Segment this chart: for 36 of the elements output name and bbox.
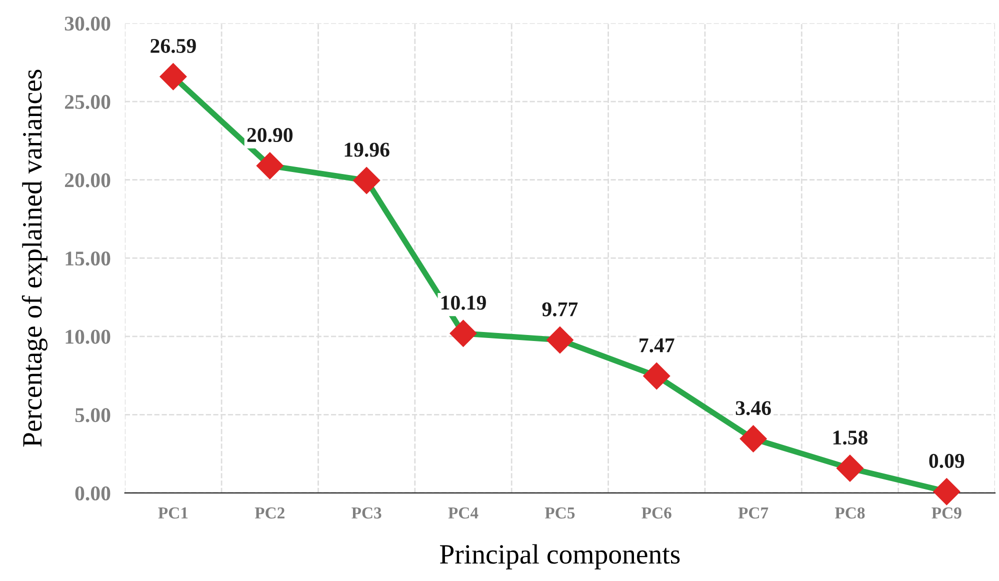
x-tick-label: PC3: [352, 507, 382, 519]
text: 1.58: [833, 430, 868, 445]
point: [353, 166, 380, 194]
y-tick-label: 25.00: [64, 94, 110, 110]
point: [546, 326, 574, 354]
point: [933, 478, 960, 506]
x-tick-label: PC2: [254, 507, 284, 519]
y-tick-label: 5.00: [75, 408, 110, 422]
x-tick-label: PC5: [544, 507, 575, 519]
text: 19.96: [344, 142, 390, 157]
text: 7.47: [640, 338, 674, 352]
point: [160, 63, 187, 90]
point: [643, 362, 670, 390]
point: [836, 454, 864, 482]
x-tick-label: PC6: [642, 507, 672, 519]
text: 3.46: [736, 401, 771, 416]
point: [450, 320, 477, 347]
y-axis-title: Percentage of explained variances: [22, 70, 48, 447]
y-tick-label: 0.00: [75, 486, 110, 501]
y-tick-label: 15.00: [66, 251, 110, 266]
text: 10.19: [441, 296, 486, 310]
text: 9.77: [542, 302, 578, 316]
x-tick-label: PC4: [448, 507, 478, 519]
x-tick-label: PC1: [158, 507, 188, 519]
y-tick-label: 20.00: [64, 173, 110, 188]
x-tick-label: PC8: [834, 507, 865, 519]
y-tick-label: 30.00: [64, 16, 110, 31]
x-tick-label: PC9: [932, 507, 962, 519]
x-tick-label: PC7: [738, 507, 768, 519]
y-tick-label: 10.00: [66, 330, 110, 344]
text: 26.59: [150, 38, 196, 54]
text: 0.09: [929, 454, 964, 468]
text: 20.90: [247, 128, 293, 142]
point: [740, 425, 767, 452]
point: [256, 152, 284, 180]
x-axis-title: Principal components: [440, 544, 680, 570]
